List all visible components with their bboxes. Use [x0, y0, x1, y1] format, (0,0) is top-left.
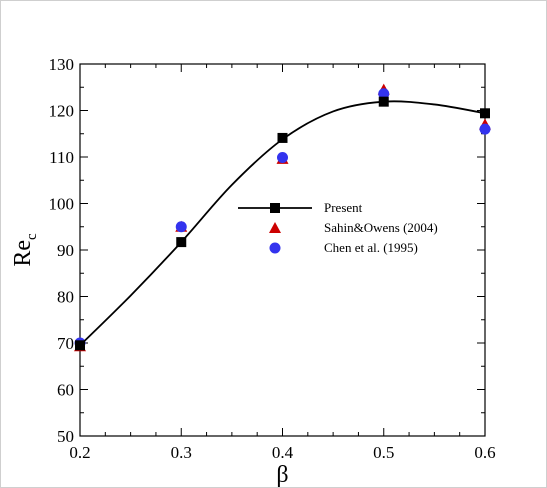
series-layer	[74, 83, 491, 352]
legend-label: Present	[324, 200, 363, 215]
legend-marker	[269, 222, 281, 233]
y-axis-title-subscript: c	[24, 233, 40, 240]
legend-label: Chen et al. (1995)	[324, 240, 418, 255]
data-point	[75, 340, 85, 351]
legend-label: Sahin&Owens (2004)	[324, 220, 438, 235]
y-tick-label: 60	[57, 381, 74, 400]
y-axis-title: Rec	[10, 233, 40, 267]
plot-area	[79, 63, 486, 437]
data-point	[175, 221, 187, 233]
data-point	[479, 123, 491, 135]
legend-marker	[270, 203, 280, 213]
x-tick-label: 0.6	[474, 443, 495, 462]
axis-ticks	[79, 63, 486, 437]
legend: Present Sahin&Owens (2004) Chen et al. (19…	[238, 200, 438, 255]
y-tick-label: 110	[49, 148, 74, 167]
series-line	[79, 100, 486, 346]
y-tick-label: 90	[57, 241, 74, 260]
y-axis-title-main: Re	[10, 240, 36, 267]
legend-item: Chen et al. (1995)	[269, 240, 418, 255]
legend-marker	[269, 242, 281, 254]
x-axis-title: β	[276, 462, 288, 488]
data-point	[480, 108, 490, 119]
y-tick-label: 120	[49, 102, 75, 121]
y-tick-label: 50	[57, 427, 74, 446]
data-point	[277, 132, 288, 143]
tick-labels: 0.2 0.3 0.4 0.5 0.6 50 60 70 80 90 100 110 120 130	[49, 55, 496, 462]
y-tick-label: 130	[49, 55, 75, 74]
legend-item: Sahin&Owens (2004)	[269, 220, 438, 235]
series-circle	[74, 88, 491, 349]
data-point	[176, 237, 187, 248]
legend-item: Present	[238, 200, 363, 215]
series-line-square	[75, 96, 490, 351]
x-tick-label: 0.3	[171, 443, 192, 462]
series-triangle	[74, 83, 491, 352]
data-point	[378, 96, 389, 107]
x-tick-label: 0.4	[272, 443, 294, 462]
x-tick-label: 0.2	[69, 443, 90, 462]
y-tick-label: 100	[49, 195, 75, 214]
y-tick-label: 80	[57, 288, 74, 307]
data-point	[378, 88, 390, 100]
y-tick-label: 70	[57, 334, 74, 353]
data-point	[277, 151, 288, 163]
x-tick-label: 0.5	[373, 443, 394, 462]
